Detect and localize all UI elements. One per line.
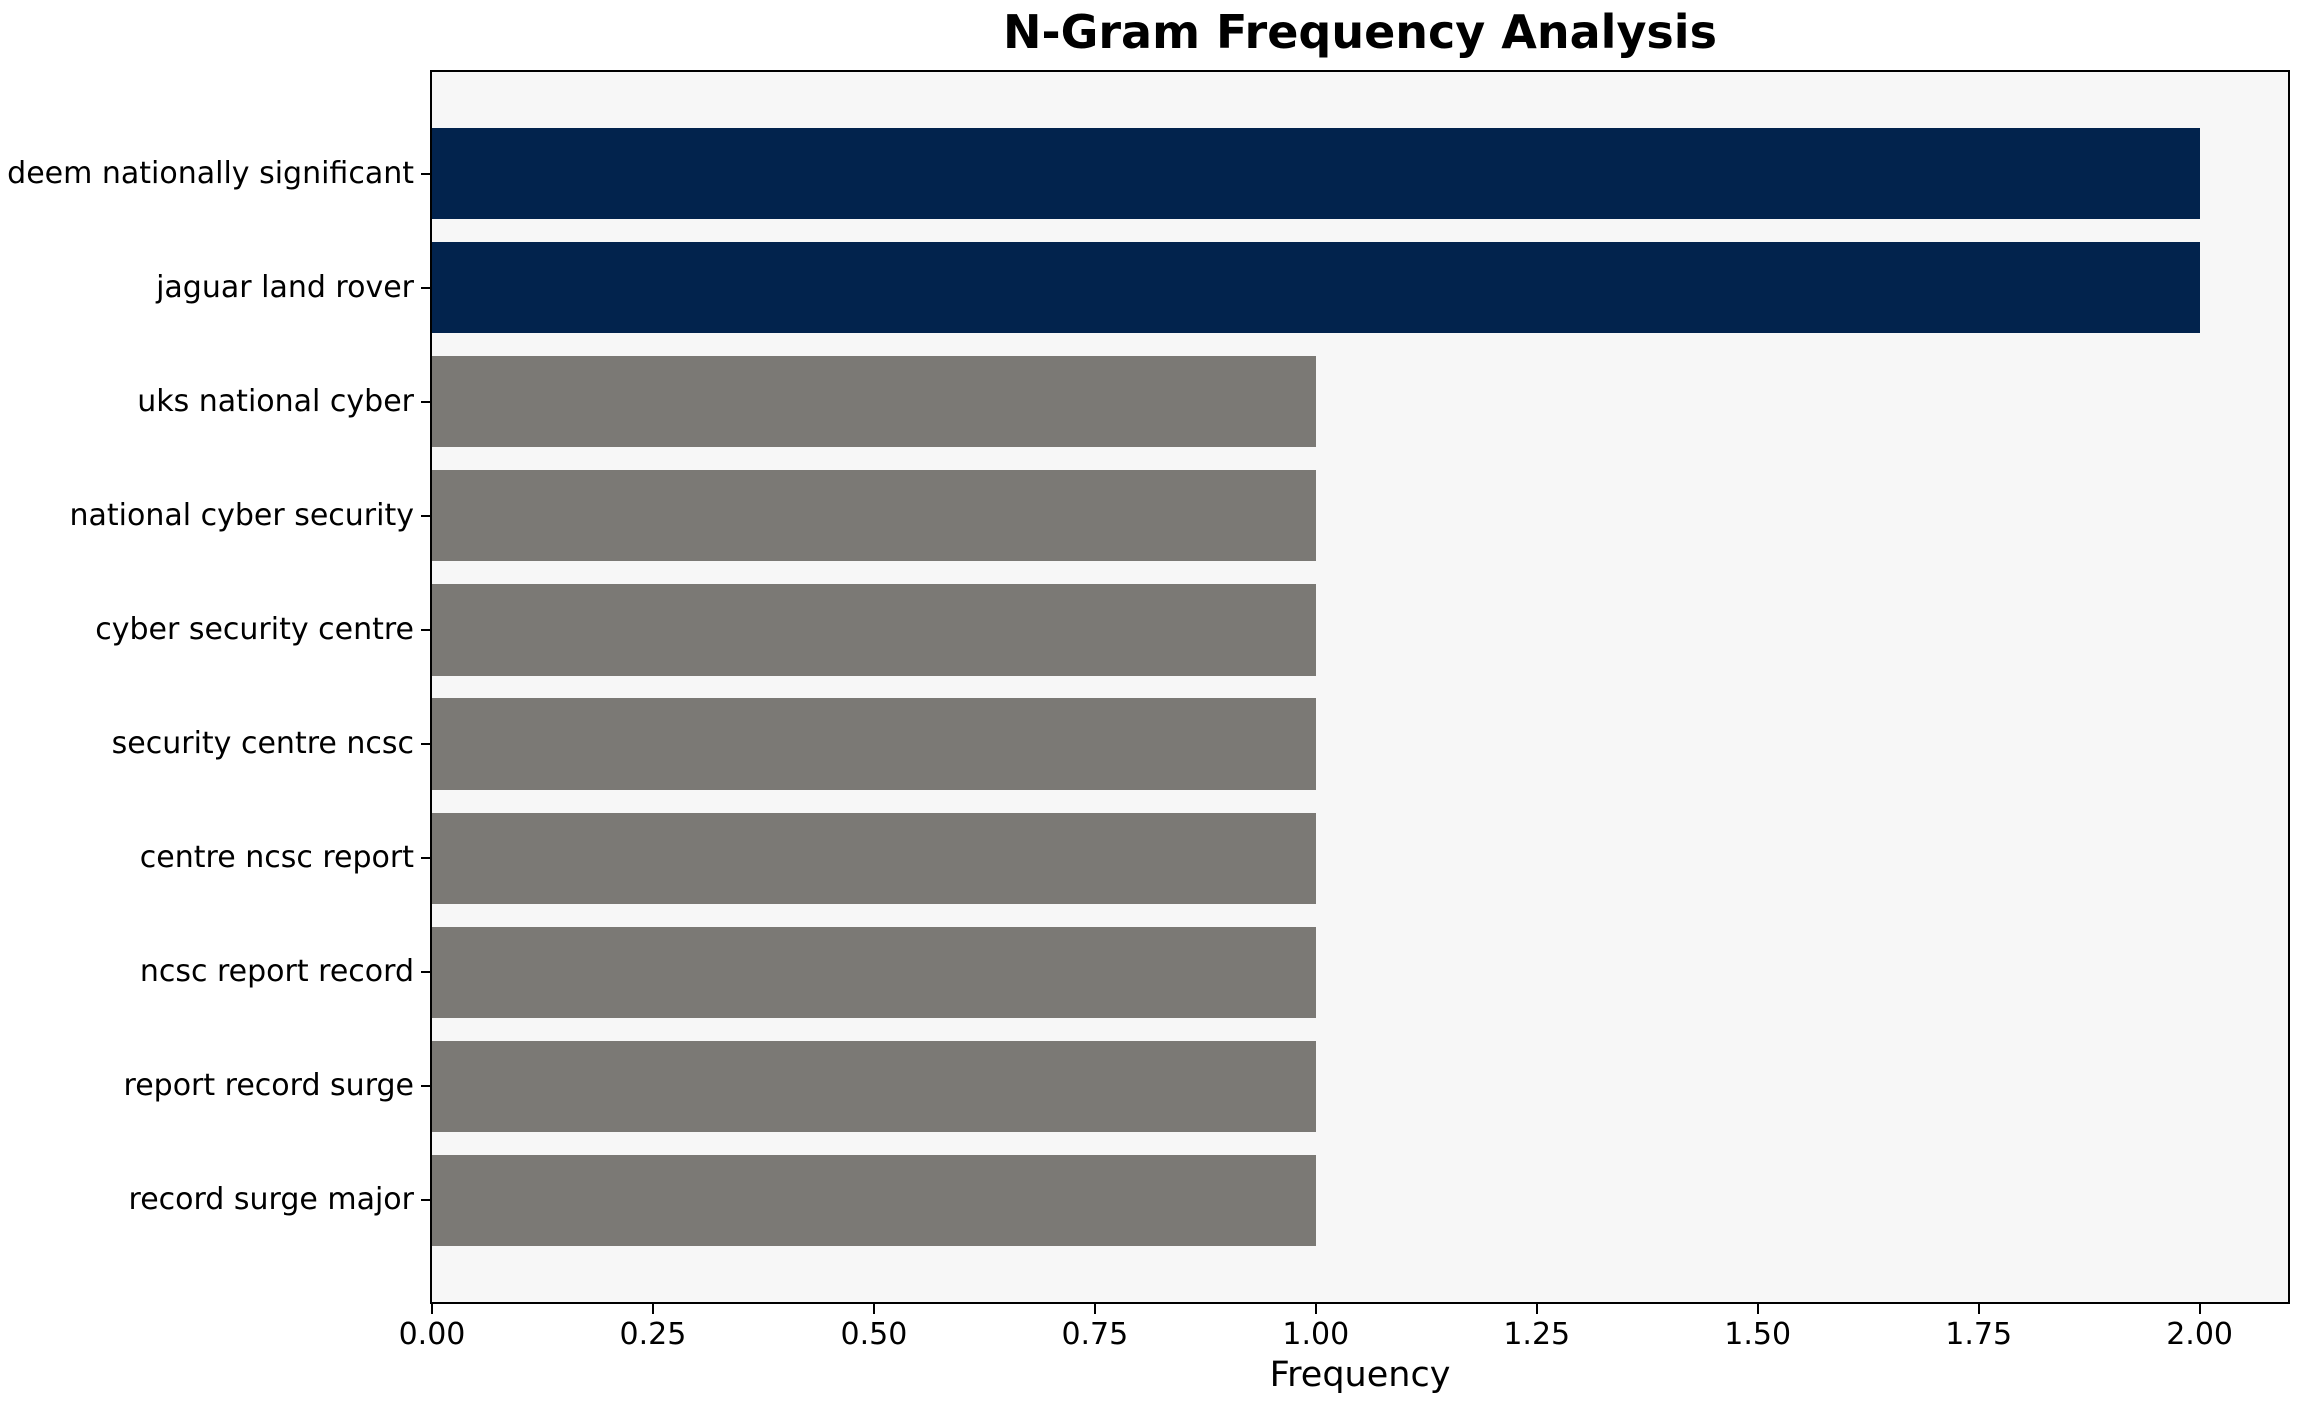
- x-tick: [1977, 1304, 1980, 1314]
- bar: [432, 812, 1316, 904]
- x-axis-label: Frequency: [1269, 1355, 1451, 1395]
- y-tick-label: uks national cyber: [137, 383, 414, 419]
- y-tick-label: ncsc report record: [139, 954, 414, 990]
- x-tick: [651, 1304, 654, 1314]
- y-tick: [421, 514, 430, 517]
- y-tick: [421, 286, 430, 289]
- x-tick-label: 1.00: [1282, 1317, 1350, 1352]
- x-tick: [1093, 1304, 1096, 1314]
- y-tick: [421, 1199, 430, 1202]
- x-tick-label: 0.25: [619, 1317, 687, 1352]
- y-tick: [421, 172, 430, 175]
- x-tick: [431, 1304, 433, 1314]
- bar: [432, 470, 1316, 562]
- x-tick: [2198, 1304, 2201, 1314]
- y-tick-label: deem nationally significant: [7, 155, 414, 191]
- x-tick-label: 1.25: [1503, 1317, 1571, 1352]
- y-tick: [421, 971, 430, 974]
- y-tick-label: record surge major: [128, 1182, 414, 1218]
- y-tick-label: security centre ncsc: [111, 726, 414, 762]
- y-tick-label: jaguar land rover: [156, 269, 414, 305]
- bar: [432, 584, 1316, 676]
- y-tick-label: cyber security centre: [95, 611, 414, 647]
- x-tick-label: 0.00: [398, 1317, 466, 1352]
- y-tick-label: national cyber security: [69, 497, 414, 533]
- x-tick-label: 2.00: [2166, 1317, 2233, 1352]
- y-tick: [421, 400, 430, 403]
- x-tick: [872, 1304, 875, 1314]
- x-tick-label: 0.50: [840, 1317, 908, 1352]
- y-tick: [421, 743, 430, 746]
- x-tick-label: 0.75: [1061, 1317, 1129, 1352]
- x-tick: [1535, 1304, 1538, 1314]
- y-tick-label: centre ncsc report: [139, 840, 414, 876]
- y-tick: [421, 1085, 430, 1088]
- bar: [432, 1154, 1316, 1247]
- x-tick-label: 1.75: [1945, 1317, 2013, 1352]
- bar: [432, 356, 1316, 448]
- x-tick: [1756, 1304, 1759, 1314]
- bar: [432, 926, 1316, 1018]
- bar: [432, 698, 1316, 790]
- y-tick: [421, 628, 430, 631]
- bar: [432, 1040, 1316, 1132]
- x-tick: [1314, 1304, 1317, 1314]
- y-tick: [421, 857, 430, 860]
- x-tick-label: 1.50: [1724, 1317, 1792, 1352]
- y-tick-label: report record surge: [123, 1068, 414, 1104]
- bar: [432, 127, 2200, 220]
- bar: [432, 242, 2200, 334]
- chart-title: N-Gram Frequency Analysis: [1003, 5, 1717, 59]
